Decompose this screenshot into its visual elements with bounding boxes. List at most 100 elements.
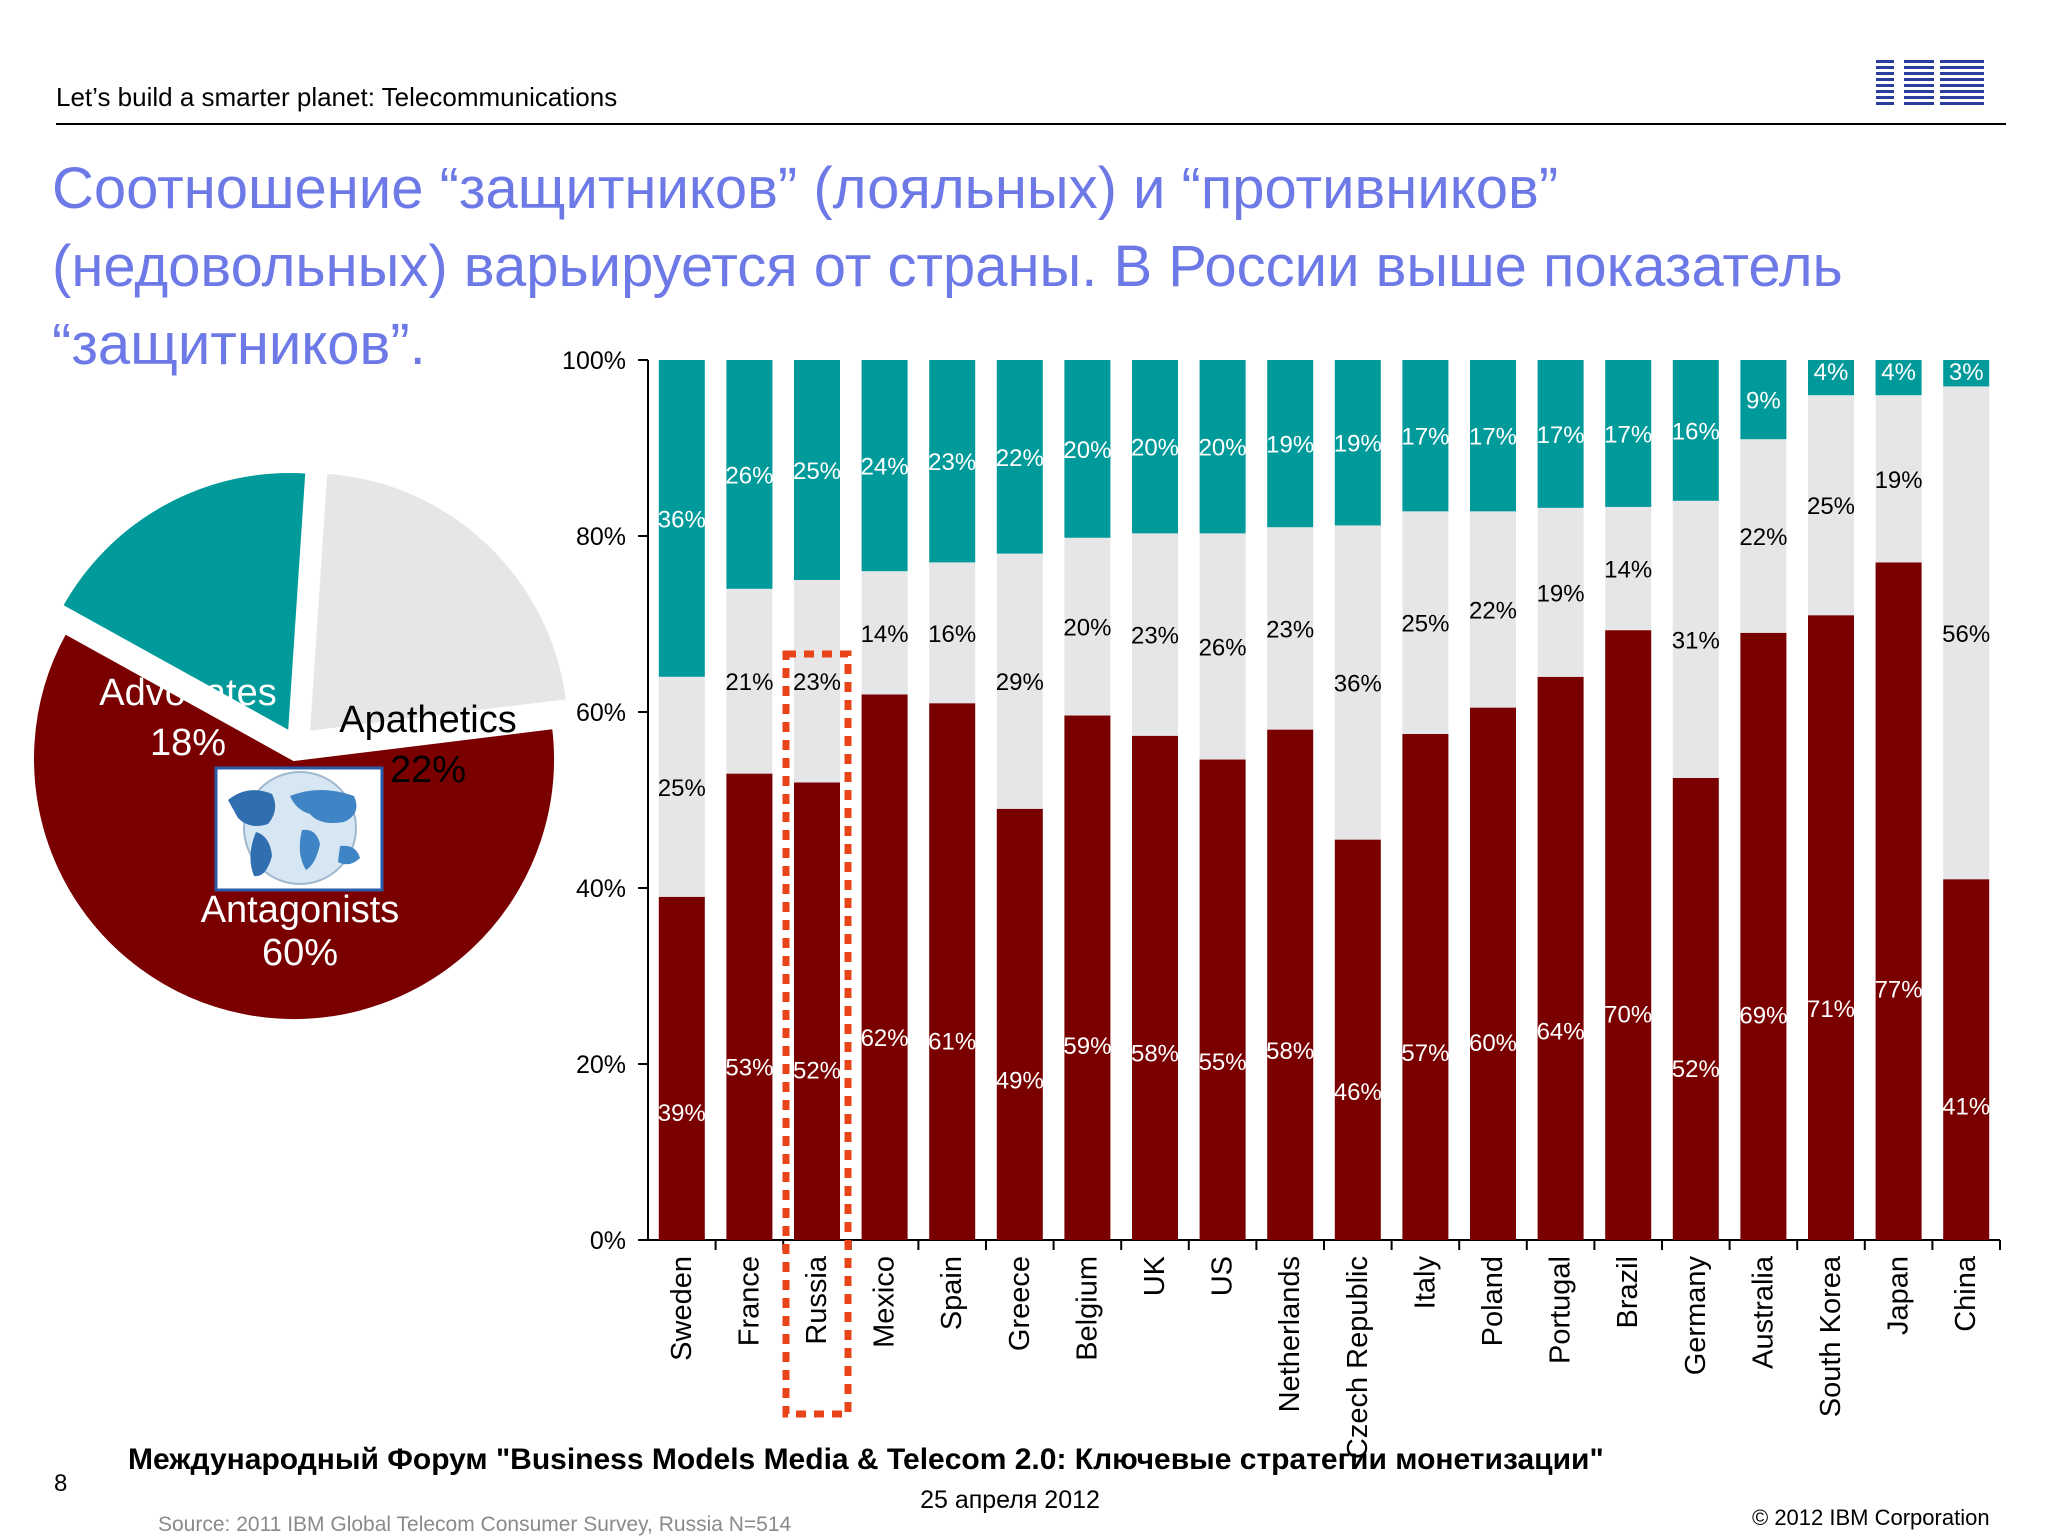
slide-number: 8: [54, 1470, 68, 1497]
bar-advocates-czech-republic: [1334, 360, 1381, 526]
y-tick-label: 0%: [590, 1227, 626, 1255]
bar-advocates-mexico: [861, 360, 908, 572]
bar-advocates-sweden: [658, 360, 705, 677]
x-tick-label-netherlands: Netherlands: [1274, 1256, 1306, 1412]
x-tick-label-japan: Japan: [1883, 1256, 1915, 1335]
bar-apathetics-italy: [1402, 511, 1449, 734]
bar-apathetics-japan: [1875, 395, 1922, 563]
data-label-apathetics-netherlands: 23%: [1266, 616, 1314, 643]
forum-title: Международный Форум "Business Models Med…: [128, 1443, 1604, 1476]
data-label-antagonists-belgium: 59%: [1063, 1033, 1111, 1060]
bar-antagonists-australia: [1740, 632, 1787, 1240]
data-label-apathetics-belgium: 20%: [1063, 615, 1111, 642]
data-label-antagonists-greece: 49%: [996, 1067, 1044, 1094]
bar-apathetics-russia: [794, 580, 840, 783]
x-tick-label-sweden: Sweden: [666, 1256, 698, 1361]
data-label-antagonists-spain: 61%: [928, 1028, 976, 1055]
data-label-advocates-brazil: 17%: [1604, 421, 1652, 448]
data-label-advocates-germany: 16%: [1672, 418, 1720, 445]
bar-apathetics-netherlands: [1267, 527, 1314, 730]
data-label-antagonists-france: 53%: [725, 1054, 773, 1081]
pie-value-antagonists: 60%: [262, 932, 338, 974]
data-label-apathetics-portugal: 19%: [1537, 580, 1585, 607]
bar-advocates-russia: [794, 360, 840, 580]
bar-advocates-poland: [1470, 360, 1516, 512]
bar-advocates-belgium: [1064, 360, 1111, 538]
data-label-antagonists-china: 41%: [1942, 1094, 1990, 1121]
x-tick-label-greece: Greece: [1004, 1256, 1036, 1351]
bar-antagonists-france: [726, 773, 773, 1240]
pie-label-apathetics: Apathetics: [339, 699, 516, 741]
bar-antagonists-poland: [1470, 707, 1516, 1240]
bar-advocates-germany: [1672, 360, 1719, 501]
data-label-advocates-greece: 22%: [996, 445, 1044, 472]
bar-apathetics-germany: [1672, 500, 1719, 778]
data-label-apathetics-france: 21%: [725, 669, 773, 696]
slide-title-line-2: (недовольных) варьируется от страны. В Р…: [52, 234, 1843, 299]
x-tick-label-mexico: Mexico: [869, 1256, 901, 1348]
x-tick-label-south-korea: South Korea: [1815, 1255, 1847, 1417]
data-label-advocates-south-korea: 4%: [1814, 359, 1849, 386]
bar-apathetics-us: [1199, 533, 1246, 760]
bar-advocates-australia: [1740, 360, 1787, 440]
data-label-antagonists-russia: 52%: [793, 1058, 841, 1085]
data-label-apathetics-brazil: 14%: [1604, 557, 1652, 584]
bar-apathetics-france: [726, 588, 773, 774]
pie-value-advocates: 18%: [150, 722, 226, 764]
data-label-antagonists-poland: 60%: [1469, 1030, 1517, 1057]
data-label-advocates-poland: 17%: [1469, 424, 1517, 451]
data-label-antagonists-mexico: 62%: [861, 1025, 909, 1052]
bar-advocates-netherlands: [1267, 360, 1314, 528]
x-tick-label-spain: Spain: [936, 1256, 968, 1330]
bar-advocates-spain: [929, 360, 976, 563]
data-label-apathetics-sweden: 25%: [658, 775, 706, 802]
data-label-apathetics-spain: 16%: [928, 621, 976, 648]
bar-antagonists-sweden: [658, 896, 705, 1240]
world-map-icon: [214, 766, 384, 892]
bar-antagonists-czech-republic: [1334, 839, 1381, 1240]
y-tick-label: 80%: [576, 523, 626, 551]
x-tick-label-france: France: [733, 1256, 765, 1346]
bar-apathetics-china: [1943, 386, 1990, 880]
source-note: Source: 2011 IBM Global Telecom Consumer…: [158, 1513, 792, 1536]
x-tick-label-china: China: [1950, 1255, 1982, 1332]
y-tick-label: 20%: [576, 1051, 626, 1079]
data-label-advocates-sweden: 36%: [658, 506, 706, 533]
bar-advocates-uk: [1132, 360, 1178, 534]
bar-apathetics-belgium: [1064, 537, 1111, 716]
bar-apathetics-portugal: [1537, 507, 1584, 677]
data-label-antagonists-netherlands: 58%: [1266, 1038, 1314, 1065]
bar-apathetics-uk: [1132, 533, 1178, 736]
pie-label-antagonists: Antagonists: [201, 889, 400, 931]
bar-antagonists-mexico: [861, 694, 908, 1240]
bar-apathetics-czech-republic: [1334, 525, 1381, 840]
bar-antagonists-netherlands: [1267, 729, 1314, 1240]
data-label-antagonists-uk: 58%: [1131, 1040, 1179, 1067]
data-label-advocates-us: 20%: [1199, 435, 1247, 462]
data-label-antagonists-us: 55%: [1199, 1049, 1247, 1076]
data-label-advocates-russia: 25%: [793, 458, 841, 485]
data-label-apathetics-south-korea: 25%: [1807, 493, 1855, 520]
bar-advocates-portugal: [1537, 360, 1584, 508]
data-label-apathetics-italy: 25%: [1401, 611, 1449, 638]
data-label-apathetics-russia: 23%: [793, 669, 841, 696]
data-label-apathetics-germany: 31%: [1672, 627, 1720, 654]
bar-apathetics-poland: [1470, 511, 1516, 708]
header-title: Let’s build a smarter planet: Telecommun…: [56, 82, 618, 112]
pie-value-apathetics: 22%: [390, 749, 466, 791]
data-label-apathetics-mexico: 14%: [861, 621, 909, 648]
ibm-logo: IBM: [1872, 60, 1988, 106]
x-tick-label-brazil: Brazil: [1612, 1256, 1644, 1329]
x-tick-label-belgium: Belgium: [1071, 1256, 1103, 1361]
bar-advocates-us: [1199, 360, 1246, 534]
bar-apathetics-spain: [929, 562, 976, 704]
bar-advocates-china: [1943, 360, 1990, 387]
data-label-apathetics-japan: 19%: [1875, 467, 1923, 494]
data-label-advocates-italy: 17%: [1401, 424, 1449, 451]
data-label-advocates-china: 3%: [1949, 359, 1984, 386]
bar-antagonists-russia: [794, 782, 840, 1240]
bar-antagonists-spain: [929, 703, 976, 1240]
data-label-advocates-mexico: 24%: [861, 454, 909, 481]
data-label-advocates-portugal: 17%: [1537, 422, 1585, 449]
